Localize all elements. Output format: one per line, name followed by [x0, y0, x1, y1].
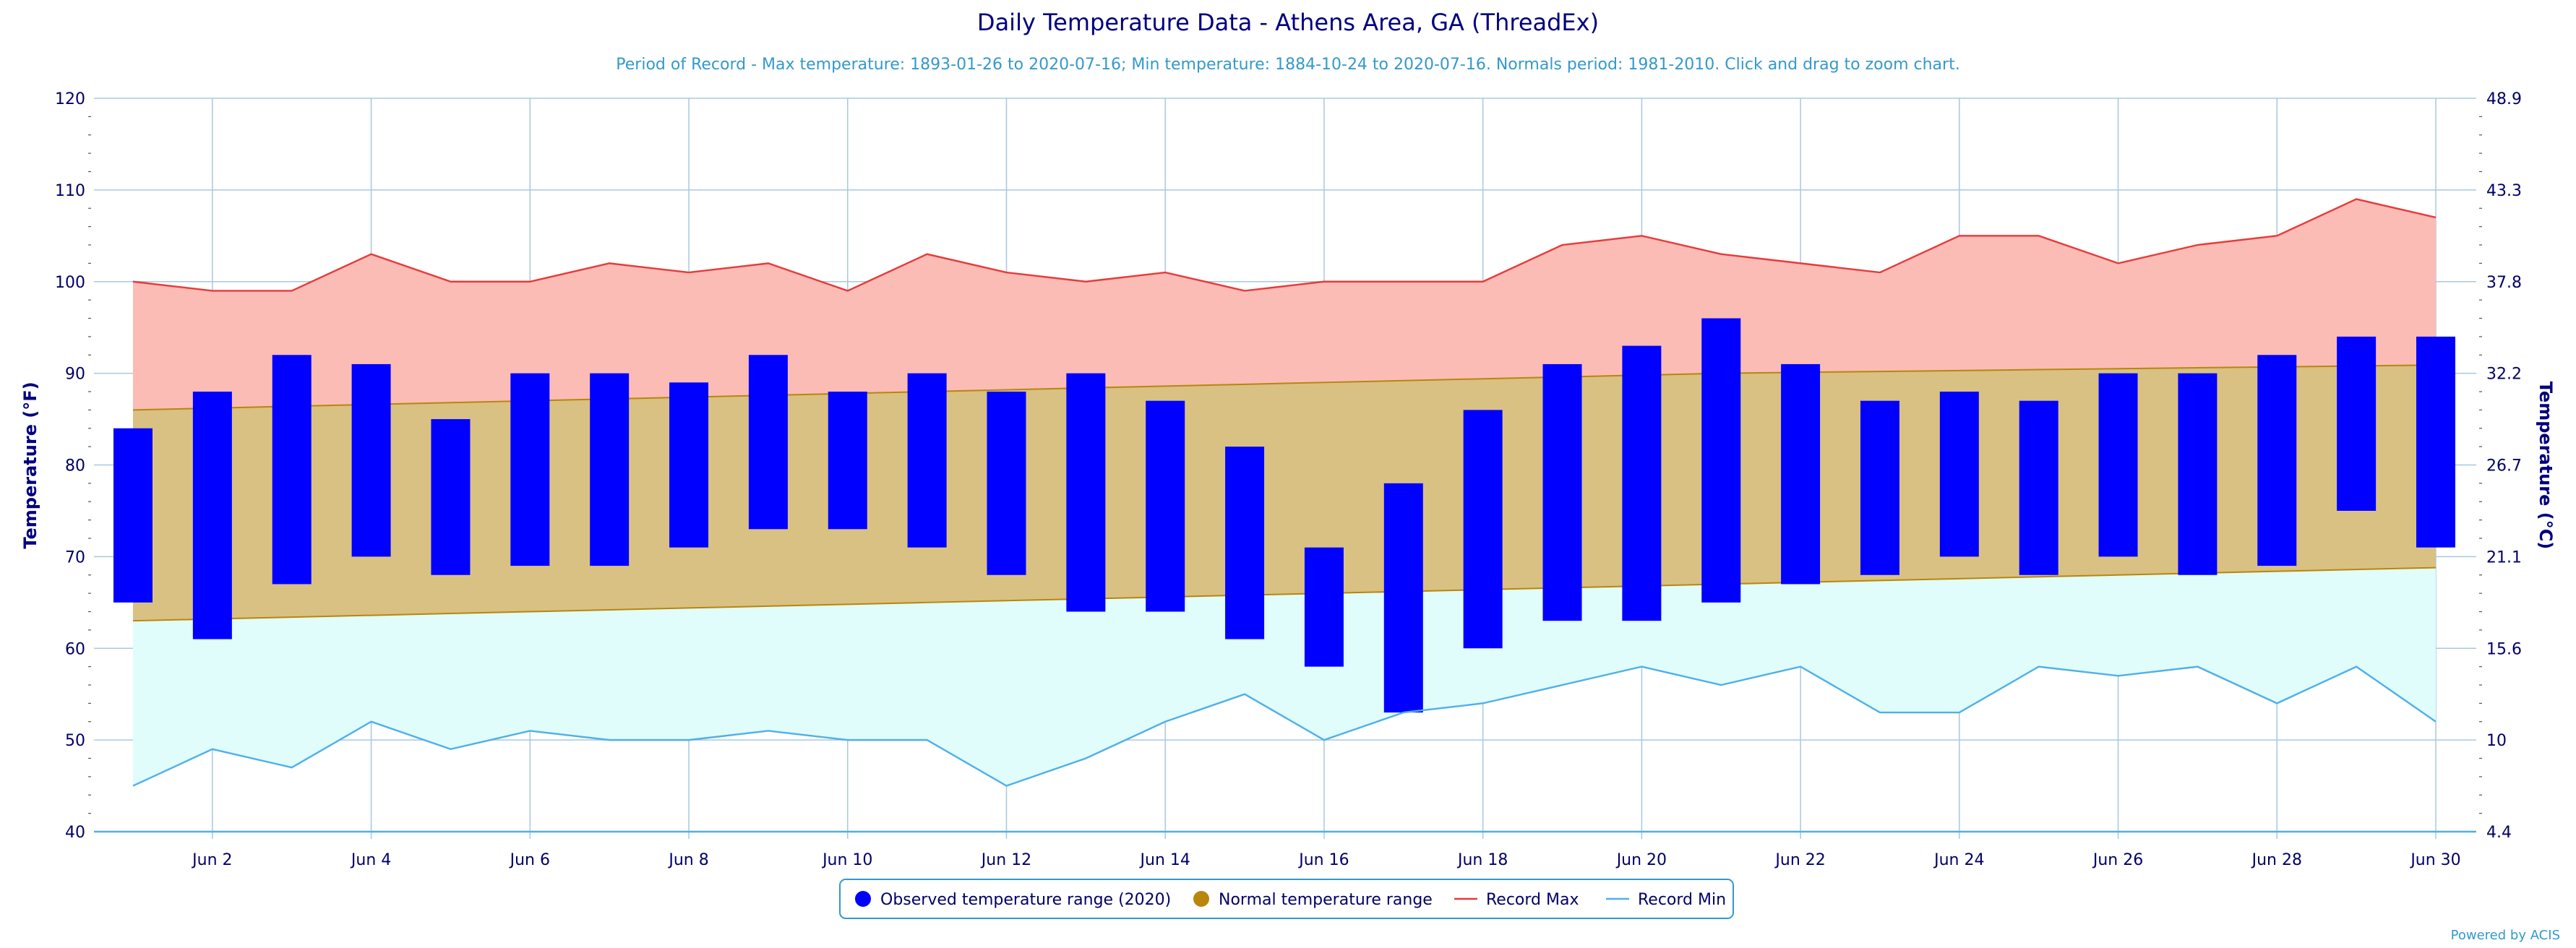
observed-range-bar: [2098, 373, 2138, 557]
y-right-tick-label: 10: [2486, 732, 2507, 750]
axes: [88, 116, 2482, 839]
observed-range-bar: [669, 382, 709, 548]
y-tick-label: 80: [65, 457, 85, 475]
x-tick-label: Jun 2: [191, 851, 232, 869]
observed-range-bar: [1383, 483, 1423, 713]
normal-low-line: [132, 566, 2437, 622]
y-tick-label: 70: [65, 548, 85, 566]
left-axis-ticks: 40 50 60 70 80 90 100 110 120: [55, 90, 85, 842]
observed-bars: [113, 318, 2455, 713]
y-right-tick-label: 32.2: [2486, 366, 2522, 384]
observed-range-bar: [431, 419, 471, 575]
x-tick-label: Jun 6: [509, 851, 550, 869]
y-tick-label: 60: [65, 640, 85, 658]
x-tick-label: Jun 14: [1139, 851, 1190, 869]
observed-range-bar: [2178, 373, 2217, 575]
y-tick-label: 100: [55, 274, 85, 292]
observed-range-bar: [113, 428, 153, 603]
y-right-tick-label: 4.4: [2486, 824, 2512, 842]
observed-range-bar: [1225, 447, 1265, 639]
credit-link[interactable]: Powered by ACIS: [2451, 928, 2560, 943]
y-tick-label: 40: [65, 824, 85, 842]
record-max-line: [132, 198, 2437, 292]
observed-range-bar: [2019, 400, 2058, 575]
observed-range-bar: [1622, 345, 1662, 621]
observed-range-bar: [1146, 400, 1185, 612]
chart-title: Daily Temperature Data - Athens Area, GA…: [977, 9, 1599, 36]
x-tick-label: Jun 4: [350, 851, 391, 869]
x-tick-label: Jun 28: [2251, 851, 2302, 869]
legend-label-normal[interactable]: Normal temperature range: [1219, 891, 1433, 909]
x-tick-label: Jun 26: [2092, 851, 2143, 869]
y-tick-label: 50: [65, 732, 85, 750]
observed-range-bar: [828, 392, 867, 530]
shaded-bands: [132, 199, 2437, 786]
x-tick-label: Jun 8: [667, 851, 708, 869]
x-tick-label: Jun 10: [821, 851, 872, 869]
y-right-tick-label: 48.9: [2486, 90, 2522, 108]
x-tick-label: Jun 12: [980, 851, 1031, 869]
observed-range-bar: [1860, 400, 1899, 575]
observed-range-bar: [510, 373, 550, 566]
y-tick-label: 120: [55, 90, 85, 108]
observed-range-bar: [987, 392, 1026, 575]
legend-box: [839, 879, 1734, 919]
observed-range-bar: [590, 373, 630, 566]
legend[interactable]: Observed temperature range (2020) Normal …: [839, 879, 1734, 919]
chart-subtitle: Period of Record - Max temperature: 1893…: [616, 56, 1959, 74]
observed-range-bar: [272, 355, 312, 585]
observed-range-bar: [1066, 373, 1106, 612]
y-right-tick-label: 15.6: [2486, 640, 2522, 658]
observed-range-bar: [907, 373, 947, 548]
legend-label-record-max[interactable]: Record Max: [1486, 891, 1579, 909]
left-axis-title: Temperature (°F): [20, 382, 40, 548]
record-min-line: [132, 665, 2437, 787]
x-tick-label: Jun 24: [1933, 851, 1984, 869]
y-right-tick-label: 26.7: [2486, 457, 2522, 475]
observed-range-bar: [2416, 336, 2455, 548]
normal-range-band: [133, 365, 2436, 621]
observed-range-bar: [1304, 547, 1344, 667]
observed-range-bar: [2257, 355, 2297, 566]
right-axis-title: Temperature (°C): [2536, 382, 2556, 550]
record-min-band: [133, 567, 2436, 786]
x-tick-label: Jun 16: [1297, 851, 1349, 869]
observed-range-bar: [192, 392, 232, 639]
record-lines: [132, 198, 2437, 787]
x-tick-label: Jun 22: [1774, 851, 1825, 869]
observed-range-bar: [2337, 336, 2377, 511]
record-max-band: [133, 199, 2436, 410]
observed-range-bar: [1542, 363, 1582, 621]
x-tick-label: Jun 20: [1615, 851, 1667, 869]
observed-range-bar: [351, 363, 391, 557]
y-right-tick-label: 43.3: [2486, 182, 2522, 200]
observed-range-bar: [1781, 363, 1821, 585]
legend-label-observed[interactable]: Observed temperature range (2020): [880, 891, 1171, 909]
legend-label-record-min[interactable]: Record Min: [1638, 891, 1726, 909]
x-tick-label: Jun 30: [2409, 851, 2460, 869]
x-axis-ticks: Jun 2 Jun 4 Jun 6 Jun 8 Jun 10 Jun 12 Jun 14 Ju…: [191, 851, 2461, 869]
y-tick-label: 90: [65, 366, 85, 384]
observed-range-bar: [748, 355, 788, 530]
y-tick-label: 110: [55, 182, 85, 200]
legend-swatch-observed: [855, 891, 871, 907]
observed-range-bar: [1701, 318, 1741, 603]
right-axis-ticks: 4.4 10 15.6 21.1 26.7 32.2 37.8 43.3 48.9: [2486, 90, 2522, 842]
y-right-tick-label: 21.1: [2486, 548, 2522, 566]
observed-range-bar: [1463, 410, 1503, 649]
y-right-tick-label: 37.8: [2486, 274, 2522, 292]
legend-swatch-normal: [1193, 891, 1209, 907]
x-tick-label: Jun 18: [1456, 851, 1508, 869]
observed-range-bar: [1939, 392, 1979, 557]
